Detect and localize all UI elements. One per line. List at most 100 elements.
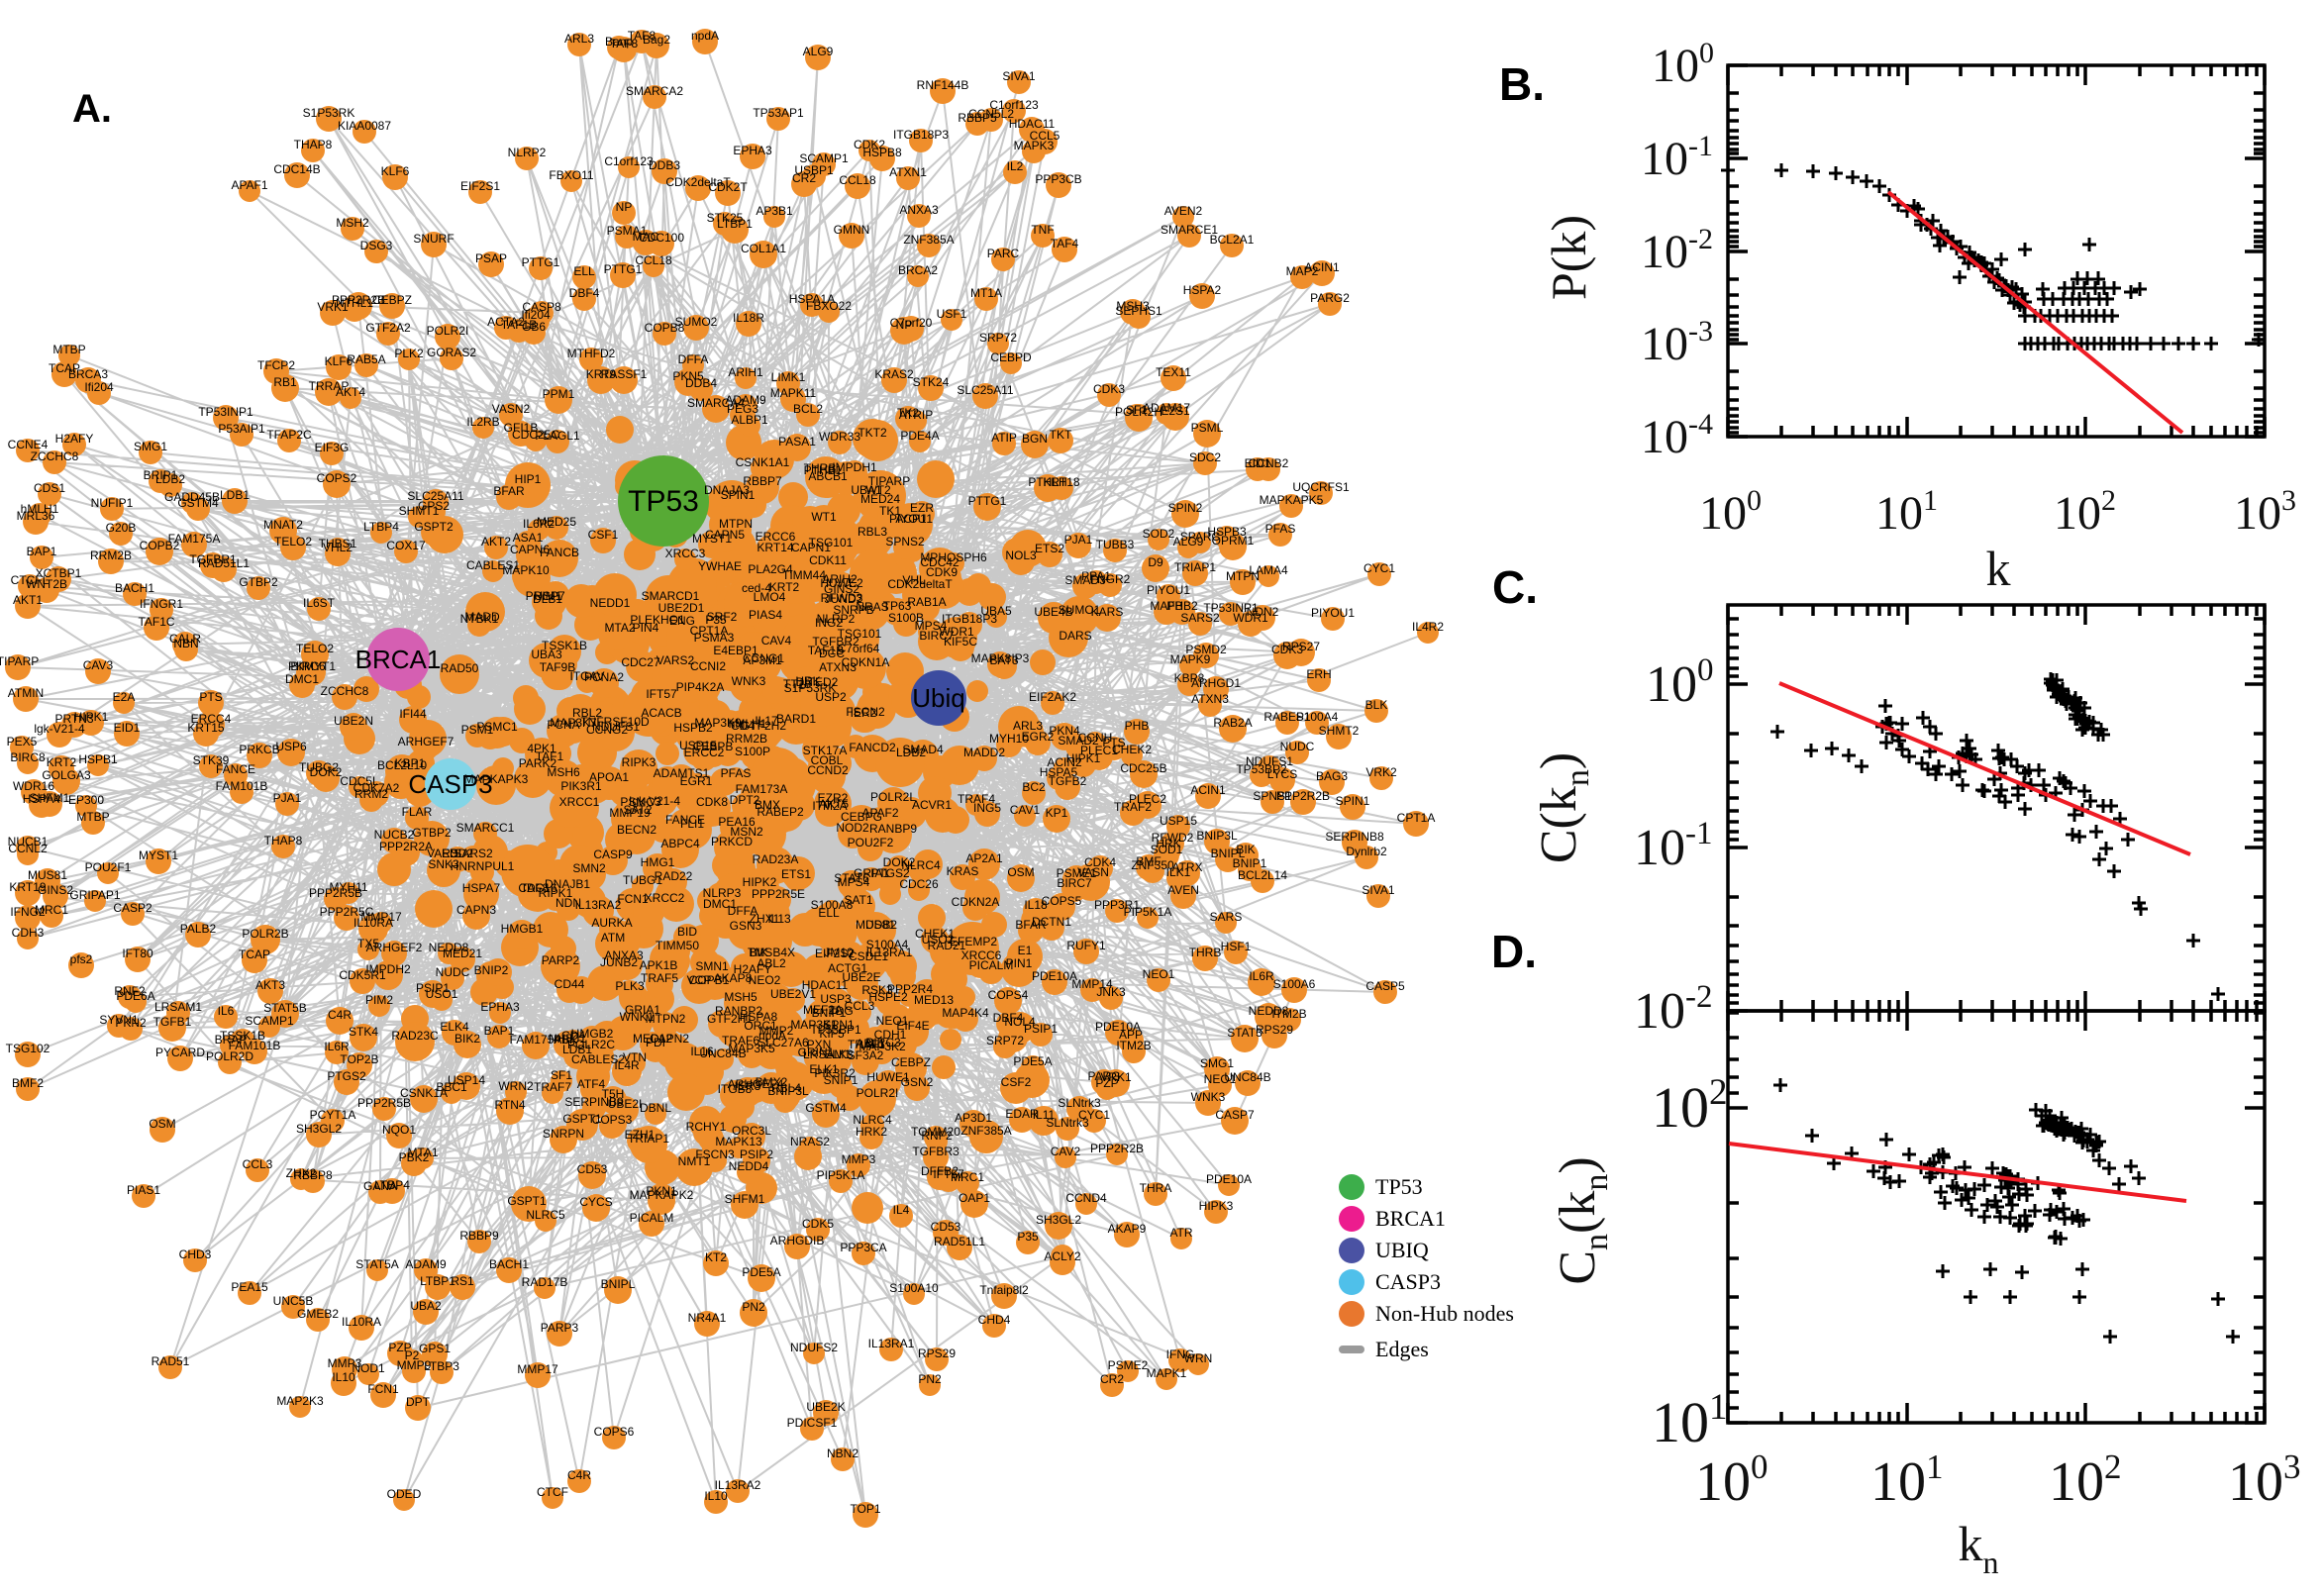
svg-text:S100B: S100B xyxy=(888,611,924,625)
svg-text:MTA2: MTA2 xyxy=(604,621,635,635)
svg-text:USP7: USP7 xyxy=(534,589,565,603)
svg-text:TAF8: TAF8 xyxy=(628,29,656,43)
svg-text:DOK2: DOK2 xyxy=(883,855,916,869)
svg-text:ATRX: ATRX xyxy=(1171,860,1202,874)
svg-text:PPP2R5C: PPP2R5C xyxy=(320,905,374,919)
svg-text:WNT2B: WNT2B xyxy=(26,577,67,591)
svg-text:TRIAP1: TRIAP1 xyxy=(1174,560,1216,574)
svg-text:HMG1: HMG1 xyxy=(641,855,675,869)
svg-text:EZH1: EZH1 xyxy=(625,1128,656,1142)
svg-text:KRT2: KRT2 xyxy=(769,580,800,594)
svg-text:FAM101B: FAM101B xyxy=(229,1039,281,1052)
svg-text:CAV2: CAV2 xyxy=(1051,1145,1081,1158)
svg-text:FLI1: FLI1 xyxy=(680,817,704,831)
svg-text:MTPN2: MTPN2 xyxy=(646,1012,686,1026)
svg-text:KRT9: KRT9 xyxy=(586,367,617,381)
svg-text:MAP4K4: MAP4K4 xyxy=(942,1006,989,1020)
svg-text:TGFB1: TGFB1 xyxy=(153,1015,192,1029)
svg-text:GSTM4: GSTM4 xyxy=(177,496,219,510)
svg-text:RFWD3: RFWD3 xyxy=(821,591,863,605)
svg-text:C4R: C4R xyxy=(567,1468,591,1482)
svg-text:PTTG1: PTTG1 xyxy=(968,494,1007,508)
svg-text:VARS2: VARS2 xyxy=(656,653,695,667)
svg-text:MAPKAPK5: MAPKAPK5 xyxy=(1260,493,1324,507)
svg-text:CDK2T: CDK2T xyxy=(708,180,748,194)
svg-text:PCYT1A: PCYT1A xyxy=(310,1108,356,1122)
svg-text:TAF8: TAF8 xyxy=(610,37,639,50)
svg-text:CASP7: CASP7 xyxy=(1215,1108,1255,1122)
svg-text:POLR2I: POLR2I xyxy=(427,324,469,338)
svg-text:MYST1: MYST1 xyxy=(139,848,178,862)
svg-text:XRCC2: XRCC2 xyxy=(645,891,685,905)
svg-text:SEPHS1: SEPHS1 xyxy=(1115,304,1162,318)
svg-text:E2A: E2A xyxy=(113,690,136,704)
svg-text:UQCRFS1: UQCRFS1 xyxy=(1292,480,1350,494)
svg-text:PSMA3: PSMA3 xyxy=(694,631,735,645)
svg-text:BGN: BGN xyxy=(1022,432,1048,446)
svg-text:TRAF7: TRAF7 xyxy=(534,1080,571,1094)
svg-text:STAT5B: STAT5B xyxy=(263,1001,307,1015)
svg-text:DNAJA3: DNAJA3 xyxy=(704,483,750,497)
svg-text:FANCE: FANCE xyxy=(665,813,705,827)
svg-text:HDAC11: HDAC11 xyxy=(1009,117,1056,131)
svg-text:DOK2: DOK2 xyxy=(310,765,343,779)
svg-text:GRIPAP1: GRIPAP1 xyxy=(69,888,120,902)
svg-text:MAFB: MAFB xyxy=(1150,599,1182,613)
svg-text:TELO2: TELO2 xyxy=(296,642,334,655)
svg-text:NEDD8: NEDD8 xyxy=(1249,1004,1289,1018)
svg-text:CCNB2: CCNB2 xyxy=(1249,456,1289,470)
svg-text:FNGR2: FNGR2 xyxy=(1090,572,1131,586)
svg-text:CAPN2: CAPN2 xyxy=(650,1032,689,1046)
svg-text:PDE5A: PDE5A xyxy=(742,1265,780,1279)
svg-text:VASN2: VASN2 xyxy=(492,402,531,416)
svg-text:PTGS2: PTGS2 xyxy=(870,866,910,880)
svg-text:Ubiq: Ubiq xyxy=(912,683,964,713)
svg-text:CAPN1: CAPN1 xyxy=(791,541,831,554)
svg-text:PRIM1: PRIM1 xyxy=(526,589,562,603)
svg-text:NUDC: NUDC xyxy=(1280,740,1315,753)
svg-text:IL6R: IL6R xyxy=(1249,969,1274,983)
svg-text:PRTN3: PRTN3 xyxy=(54,712,93,726)
svg-text:TIMM50: TIMM50 xyxy=(656,939,699,952)
svg-text:ARHGEF2: ARHGEF2 xyxy=(366,941,423,954)
svg-text:PSIP2: PSIP2 xyxy=(740,1147,773,1161)
svg-text:BNIP3L: BNIP3L xyxy=(1196,829,1238,843)
svg-text:IL13RA2: IL13RA2 xyxy=(575,898,622,912)
svg-text:PIP5K1A: PIP5K1A xyxy=(817,1168,865,1182)
svg-text:TP53INP1: TP53INP1 xyxy=(198,405,253,419)
svg-text:USO2: USO2 xyxy=(922,933,955,947)
svg-text:CEBPZ: CEBPZ xyxy=(372,293,412,307)
svg-text:HIP1: HIP1 xyxy=(515,472,542,486)
svg-text:MMP9: MMP9 xyxy=(397,1358,432,1372)
svg-text:SLC25A11: SLC25A11 xyxy=(957,383,1013,397)
svg-text:RFWD2: RFWD2 xyxy=(1152,831,1194,845)
svg-text:BLK: BLK xyxy=(1365,698,1388,712)
svg-text:PDE10A: PDE10A xyxy=(1206,1172,1252,1186)
svg-text:P(k): P(k) xyxy=(1541,215,1596,300)
svg-text:AVEN: AVEN xyxy=(1167,883,1199,897)
svg-text:AVEN2: AVEN2 xyxy=(1164,204,1203,218)
svg-text:RBBP5: RBBP5 xyxy=(958,111,997,125)
svg-text:PIAS1: PIAS1 xyxy=(127,1183,160,1197)
svg-text:RPS29: RPS29 xyxy=(918,1347,956,1360)
svg-text:ADAM17: ADAM17 xyxy=(1143,401,1190,415)
svg-text:TSG101: TSG101 xyxy=(838,627,882,641)
svg-text:ATF4: ATF4 xyxy=(577,1077,606,1091)
svg-text:PEA15: PEA15 xyxy=(231,1280,268,1294)
svg-text:BCL2L10: BCL2L10 xyxy=(377,758,427,772)
svg-text:DMC1: DMC1 xyxy=(703,897,737,911)
svg-text:KRAS2: KRAS2 xyxy=(874,367,914,381)
svg-text:NEDD1: NEDD1 xyxy=(590,596,631,610)
svg-text:Dynlrb2: Dynlrb2 xyxy=(1346,845,1387,858)
svg-text:WDR33: WDR33 xyxy=(819,430,860,444)
svg-text:PTGS2: PTGS2 xyxy=(327,1069,366,1083)
svg-text:MRC1: MRC1 xyxy=(35,903,68,917)
svg-text:DBF4: DBF4 xyxy=(569,286,600,300)
svg-text:PTHLH: PTHLH xyxy=(1028,475,1066,489)
svg-text:CSDE1: CSDE1 xyxy=(849,949,888,963)
svg-text:ARHGD1: ARHGD1 xyxy=(1191,676,1241,690)
svg-text:RAB2A: RAB2A xyxy=(1213,716,1252,730)
svg-text:ZCCHC8: ZCCHC8 xyxy=(321,684,369,698)
svg-text:EIF2S2: EIF2S2 xyxy=(815,947,855,960)
svg-text:CDC16: CDC16 xyxy=(518,881,557,895)
